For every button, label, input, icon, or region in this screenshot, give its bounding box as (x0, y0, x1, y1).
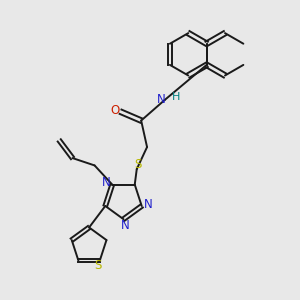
Text: N: N (101, 176, 110, 189)
Text: O: O (111, 104, 120, 117)
Text: H: H (172, 92, 181, 102)
Text: S: S (95, 259, 102, 272)
Text: S: S (134, 158, 142, 171)
Text: N: N (157, 93, 166, 106)
Text: N: N (144, 198, 153, 211)
Text: N: N (121, 219, 129, 232)
